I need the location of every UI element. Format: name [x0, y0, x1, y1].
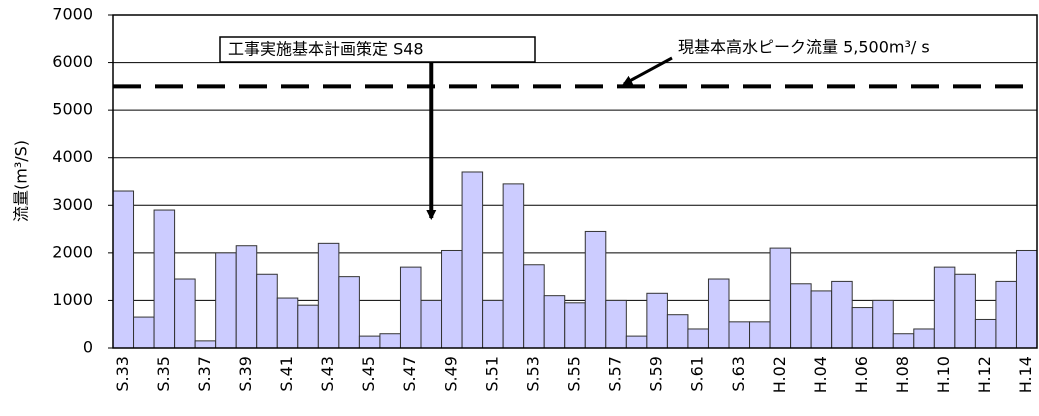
bar	[482, 299, 504, 349]
bar	[112, 190, 135, 349]
bar	[625, 335, 648, 349]
bar	[256, 273, 278, 349]
bar	[564, 302, 586, 349]
y-tick-label: 7000	[52, 5, 93, 24]
bar	[749, 321, 771, 349]
x-tick-label: S.39	[236, 356, 255, 392]
bar	[995, 280, 1017, 349]
bar	[892, 333, 915, 349]
reference-arrow	[622, 56, 673, 86]
bar	[933, 266, 956, 349]
bar	[174, 278, 196, 349]
x-tick-label: H.02	[770, 356, 789, 393]
x-tick-label: H.14	[1016, 356, 1035, 393]
x-tick-label: S.63	[729, 356, 748, 392]
y-tick-label: 3000	[52, 195, 93, 214]
x-tick-label: S.35	[154, 356, 173, 392]
event-box	[219, 36, 536, 63]
y-tick-label: 4000	[52, 147, 93, 166]
bar	[502, 183, 525, 349]
plot-border	[112, 14, 1038, 349]
bar	[235, 245, 258, 349]
x-tick-label: H.08	[893, 356, 912, 393]
bar	[666, 314, 689, 349]
bar	[1015, 249, 1038, 349]
bar	[461, 171, 484, 349]
bar	[707, 278, 730, 349]
bar	[379, 333, 401, 349]
bar	[338, 276, 360, 349]
x-tick-label: H.04	[811, 356, 830, 393]
y-tick-label: 0	[83, 338, 93, 357]
x-tick-label: S.59	[647, 356, 666, 392]
x-tick-label: S.45	[359, 356, 378, 392]
x-tick-label: S.47	[400, 356, 419, 392]
y-tick-label: 5000	[52, 100, 93, 119]
bar	[646, 292, 668, 349]
y-tick-label: 2000	[52, 242, 93, 261]
reference-label: 現基本高水ピーク流量 5,500m³/ s	[678, 38, 930, 57]
bar	[831, 280, 853, 349]
x-tick-label: S.41	[277, 356, 296, 392]
event-label: 工事実施基本計画策定 S48	[228, 40, 424, 59]
bar	[194, 340, 217, 349]
x-tick-label: H.10	[934, 356, 953, 393]
x-tick-label: S.33	[113, 356, 132, 392]
x-tick-label: S.43	[318, 356, 337, 392]
bar	[543, 295, 566, 349]
bar	[954, 273, 976, 349]
bar	[872, 299, 894, 349]
bar	[810, 290, 833, 349]
y-tick-label: 6000	[52, 52, 93, 71]
bar	[728, 321, 751, 349]
bar	[276, 297, 299, 349]
y-axis-label: 流量(m³/S)	[12, 140, 31, 222]
bar	[399, 266, 422, 349]
bar	[317, 242, 340, 349]
bar	[420, 299, 443, 349]
bar	[441, 249, 463, 349]
x-tick-label: H.06	[852, 356, 871, 393]
bar	[913, 328, 935, 349]
y-tick-label: 1000	[52, 290, 93, 309]
bar	[358, 335, 381, 349]
bar	[584, 230, 607, 349]
bar	[851, 307, 874, 349]
bar	[153, 209, 176, 349]
bar	[974, 318, 997, 349]
x-tick-label: S.55	[565, 356, 584, 392]
x-tick-label: S.53	[523, 356, 542, 392]
bar	[133, 316, 155, 349]
x-tick-label: S.37	[195, 356, 214, 392]
bar	[769, 247, 792, 349]
x-tick-label: S.49	[441, 356, 460, 392]
bar	[790, 283, 812, 349]
bar	[605, 299, 627, 349]
bar	[687, 328, 709, 349]
x-tick-label: H.12	[975, 356, 994, 393]
bar	[523, 264, 545, 349]
x-tick-label: S.61	[688, 356, 707, 392]
bar	[215, 252, 237, 349]
x-tick-label: S.57	[606, 356, 625, 392]
bar	[297, 304, 319, 349]
x-tick-label: S.51	[482, 356, 501, 392]
